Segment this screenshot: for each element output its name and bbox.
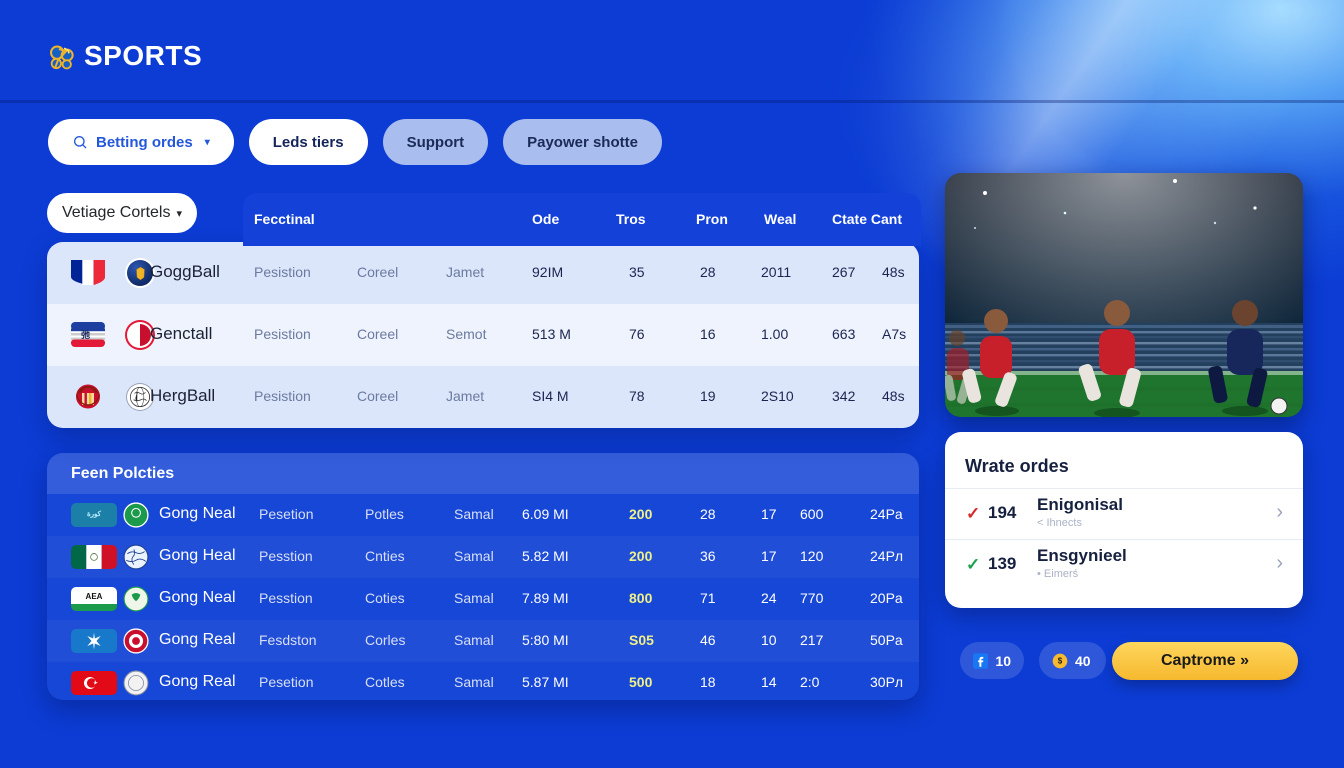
svg-text:$: $ bbox=[1058, 656, 1063, 665]
svg-text:AEA: AEA bbox=[86, 592, 103, 601]
svg-text:弛: 弛 bbox=[81, 329, 90, 340]
